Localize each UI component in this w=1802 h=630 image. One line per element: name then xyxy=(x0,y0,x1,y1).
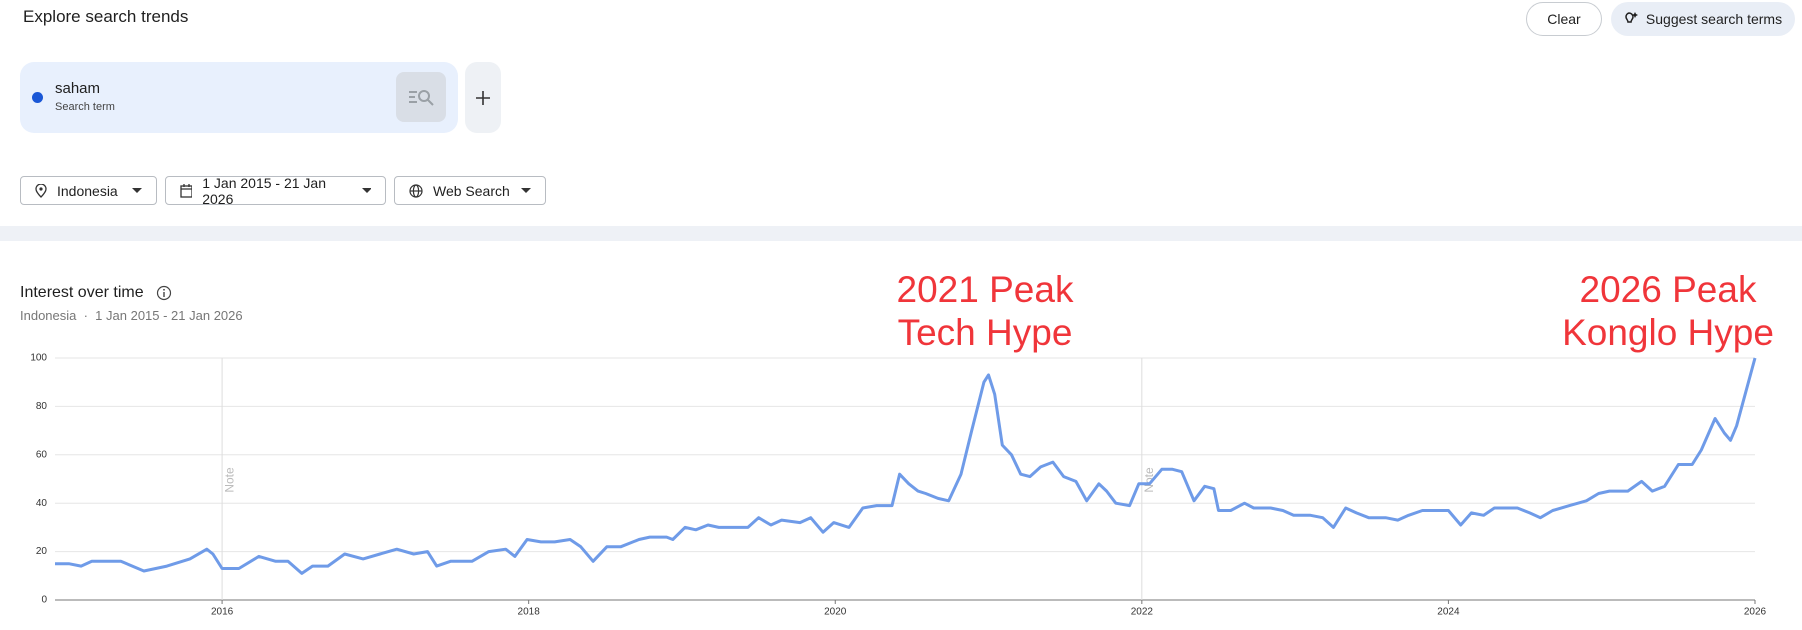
chart-title: Interest over time xyxy=(20,284,144,301)
clear-button[interactable]: Clear xyxy=(1526,2,1602,36)
section-divider xyxy=(0,226,1802,241)
y-tick-label: 20 xyxy=(36,546,48,557)
x-tick-label: 2024 xyxy=(1437,607,1460,618)
page-title: Explore search trends xyxy=(23,7,189,26)
globe-icon xyxy=(409,183,423,198)
x-tick-label: 2020 xyxy=(824,607,847,618)
dropdown-arrow xyxy=(361,187,371,193)
x-tick-label: 2022 xyxy=(1131,607,1154,618)
property-filter[interactable]: Web Search xyxy=(394,176,546,205)
subtitle-range: 1 Jan 2015 - 21 Jan 2026 xyxy=(95,308,243,323)
y-tick-label: 60 xyxy=(36,449,48,460)
date-label: 1 Jan 2015 - 21 Jan 2026 xyxy=(202,174,326,207)
pin-icon xyxy=(35,183,47,198)
x-tick-label: 2026 xyxy=(1744,607,1767,618)
date-filter[interactable]: 1 Jan 2015 - 21 Jan 2026 xyxy=(165,174,386,207)
note-label: Note xyxy=(222,467,236,493)
search-term-card[interactable]: saham Search term xyxy=(20,62,458,133)
chart-subtitle: Indonesia · 1 Jan 2015 - 21 Jan 2026 xyxy=(20,308,243,323)
term-name: saham xyxy=(55,80,101,97)
plus-icon xyxy=(476,90,490,105)
annotation: Konglo Hype xyxy=(1562,312,1774,353)
location-label: Indonesia xyxy=(57,182,118,199)
y-tick-label: 0 xyxy=(41,595,47,606)
subtitle-location: Indonesia xyxy=(20,308,77,323)
x-tick-label: 2018 xyxy=(518,607,541,618)
suggest-button[interactable]: Suggest search terms xyxy=(1611,2,1795,36)
info-icon[interactable] xyxy=(156,285,172,301)
suggest-icon xyxy=(1625,12,1638,23)
note-label: Note xyxy=(1142,467,1156,493)
calendar-icon xyxy=(180,183,193,198)
annotation: 2026 Peak xyxy=(1580,269,1757,310)
x-tick-label: 2016 xyxy=(211,607,234,618)
dropdown-arrow xyxy=(132,187,142,193)
chart-header: Interest over time xyxy=(20,284,172,302)
y-tick-label: 40 xyxy=(36,498,48,509)
add-term-button[interactable] xyxy=(465,62,501,133)
options-icon xyxy=(409,90,434,106)
y-tick-label: 100 xyxy=(30,353,47,364)
term-subtitle: Search term xyxy=(55,101,115,113)
y-tick-label: 80 xyxy=(36,401,48,412)
term-color-dot xyxy=(32,92,43,103)
term-options[interactable] xyxy=(396,72,446,122)
trend-line xyxy=(55,357,1757,575)
property-label: Web Search xyxy=(433,182,510,199)
annotation: 2021 Peak xyxy=(897,269,1074,310)
dropdown-arrow xyxy=(521,187,531,193)
location-filter[interactable]: Indonesia xyxy=(20,176,157,205)
annotation: Tech Hype xyxy=(898,312,1073,353)
suggest-label: Suggest search terms xyxy=(1645,11,1783,27)
